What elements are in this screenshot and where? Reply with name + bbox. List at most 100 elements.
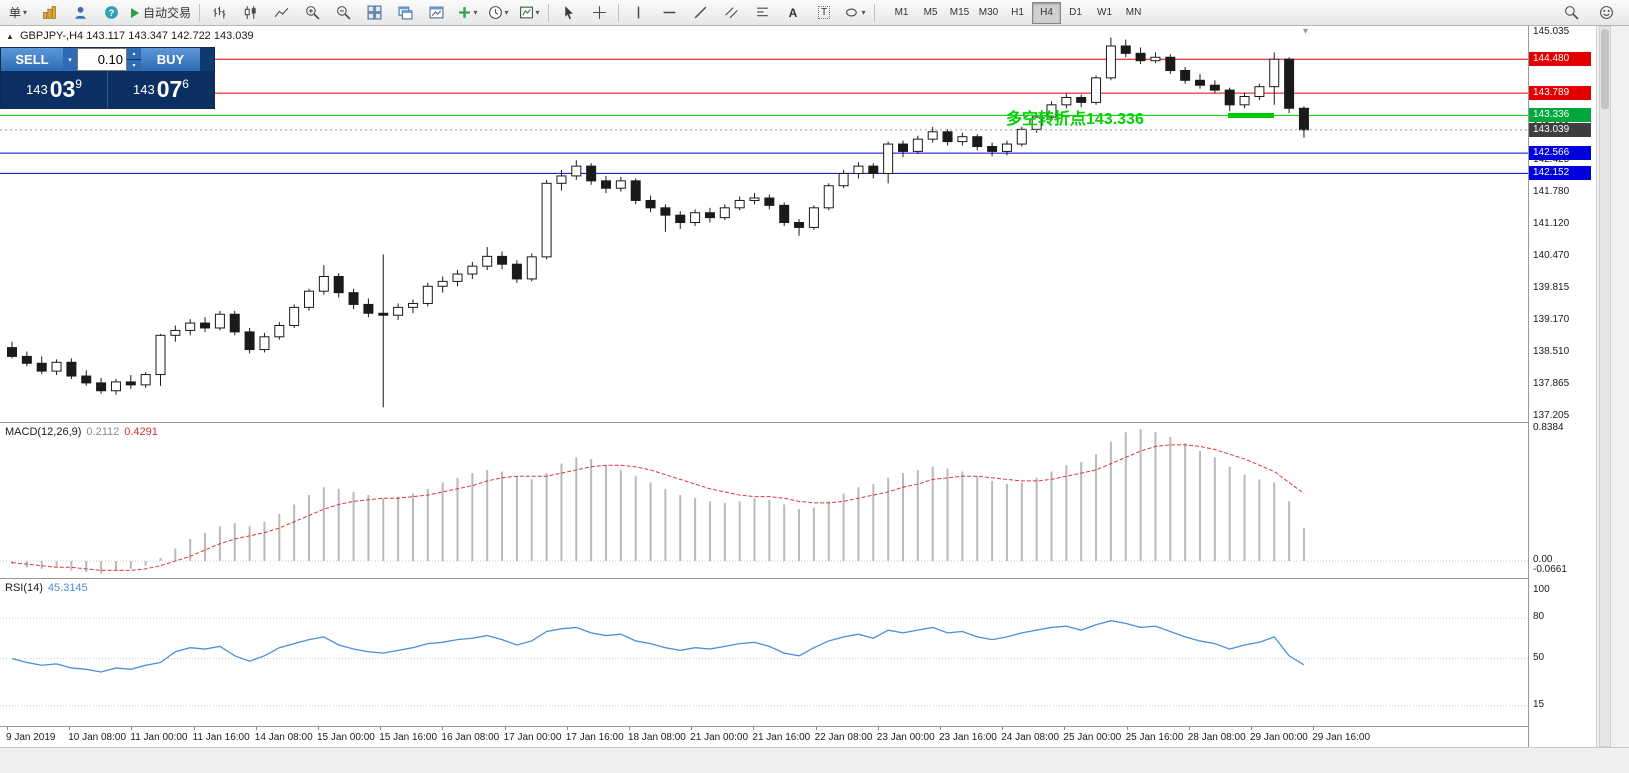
price-tick: 140.470: [1533, 249, 1570, 261]
buy-price-display[interactable]: 143 07 6: [107, 71, 214, 108]
text-tool-button[interactable]: A: [778, 1, 808, 25]
candlestick-chart-type-button[interactable]: [235, 1, 265, 25]
cascade-windows-button[interactable]: [390, 1, 420, 25]
profile-icon: [74, 6, 86, 19]
price-axis[interactable]: 145.035144.390143.745143.100142.425141.7…: [1528, 26, 1596, 747]
trade-panel-toggle[interactable]: ▲: [6, 32, 14, 41]
charts-button[interactable]: [34, 1, 64, 25]
timeframe-MN[interactable]: MN: [1125, 7, 1142, 18]
timeframe-W1[interactable]: W1: [1097, 7, 1113, 18]
bar-chart-type-button[interactable]: [204, 1, 234, 25]
volume-down-button[interactable]: ▾: [127, 60, 141, 71]
buy-price-sup: 6: [182, 76, 189, 91]
candlestick-chart-type-icon: [244, 6, 256, 19]
timeframe-M15[interactable]: M15: [949, 7, 970, 18]
smiley-icon: [1599, 6, 1613, 19]
timeframe-M5[interactable]: M5: [923, 7, 938, 18]
rsi-canvas[interactable]: [0, 579, 1528, 726]
sell-price-big: 143: [26, 82, 48, 97]
time-label: 21 Jan 00:00: [690, 732, 749, 743]
buy-button[interactable]: BUY: [141, 48, 200, 71]
price-tick: 141.780: [1533, 185, 1570, 197]
volume-input[interactable]: [77, 48, 127, 71]
zoom-out-button[interactable]: [328, 1, 358, 25]
zoom-in-button[interactable]: [297, 1, 327, 25]
help-icon: ?: [104, 6, 118, 19]
dropdown-caret-icon: ▾: [473, 8, 478, 17]
label-tool-button[interactable]: T: [809, 1, 839, 25]
time-label: 15 Jan 16:00: [379, 732, 438, 743]
price-tick: 137.205: [1533, 410, 1570, 421]
time-axis[interactable]: 9 Jan 2019 10 Jan 08:00 11 Jan 00:00 11 Jan…: [0, 726, 1596, 747]
templates-button[interactable]: ▾: [514, 1, 544, 25]
dropdown-caret-icon: ▾: [23, 8, 28, 17]
toolbar-separator: [874, 3, 876, 22]
timeframe-H4[interactable]: H4: [1032, 1, 1062, 24]
tile-windows-icon: [367, 5, 381, 20]
search-button[interactable]: [1556, 1, 1586, 25]
macd-canvas[interactable]: [0, 423, 1528, 578]
chart-annotation[interactable]: 多空转折点143.336: [1006, 111, 1144, 128]
text-icon: A: [788, 5, 798, 20]
price-tick: 145.035: [1533, 26, 1570, 37]
periods-button[interactable]: ▾: [483, 1, 513, 25]
tile-windows-button[interactable]: [359, 1, 389, 25]
time-label: 28 Jan 08:00: [1187, 732, 1246, 743]
fibonacci-tool-button[interactable]: [747, 1, 777, 25]
time-label: 24 Jan 08:00: [1001, 732, 1060, 743]
highlight-segment[interactable]: [1228, 113, 1274, 118]
dropdown-caret-icon: ▾: [861, 8, 866, 17]
price-chart-canvas[interactable]: [0, 26, 1528, 422]
arrange-windows-button[interactable]: [421, 1, 451, 25]
macd-name: MACD(12,26,9): [5, 426, 82, 438]
help-button[interactable]: ?: [96, 1, 126, 25]
shapes-tool-button[interactable]: ▾: [840, 1, 870, 25]
chart-icon: [42, 6, 56, 19]
order-type-dropdown[interactable]: ▾: [63, 48, 77, 71]
current-price-badge: 143.039: [1529, 122, 1591, 137]
scrollbar-thumb[interactable]: [1601, 29, 1609, 109]
indicators-button[interactable]: ▾: [452, 1, 482, 25]
price-level-badge: 143.789: [1529, 86, 1591, 101]
new-order-button[interactable]: 单 ▾: [3, 1, 33, 25]
channel-icon: [724, 7, 738, 19]
price-level-badge: 143.336: [1529, 108, 1591, 123]
timeframe-D1[interactable]: D1: [1069, 7, 1082, 18]
rsi-axis-label: 15: [1533, 698, 1545, 710]
vertical-line-tool-button[interactable]: [623, 1, 653, 25]
symbol-ohlc-text: GBPJPY-,H4 143.117 143.347 142.722 143.0…: [19, 30, 254, 42]
sell-button[interactable]: SELL: [1, 48, 63, 71]
toolbar-separator: [199, 3, 201, 22]
timeframe-M1[interactable]: M1: [894, 7, 909, 18]
time-label: 17 Jan 00:00: [503, 732, 562, 743]
line-chart-type-icon: [274, 7, 288, 18]
line-chart-type-button[interactable]: [266, 1, 296, 25]
svg-text:?: ?: [108, 8, 114, 19]
rsi-axis-label: 50: [1533, 651, 1545, 663]
autotrade-button[interactable]: 自动交易: [127, 1, 195, 25]
trendline-tool-button[interactable]: [685, 1, 715, 25]
dropdown-caret-icon: ▾: [535, 8, 540, 17]
timeframe-H1[interactable]: H1: [1011, 7, 1024, 18]
macd-axis-label: 0.8384: [1533, 422, 1564, 434]
horizontal-line-tool-button[interactable]: [654, 1, 684, 25]
vertical-scrollbar[interactable]: [1599, 26, 1611, 747]
time-label: 25 Jan 16:00: [1125, 732, 1184, 743]
channel-tool-button[interactable]: [716, 1, 746, 25]
autotrade-label: 自动交易: [143, 6, 192, 20]
toolbar-right-group: [1556, 1, 1626, 25]
periods-clock-icon: [488, 6, 502, 19]
rsi-line: [11, 620, 1305, 673]
timeframe-M30[interactable]: M30: [978, 7, 999, 18]
macd-axis-label: 0.00: [1533, 554, 1553, 565]
fibonacci-icon: [756, 7, 768, 17]
candlestick-series: [7, 37, 1309, 408]
sell-price-display[interactable]: 143 03 9: [1, 71, 107, 108]
horizontal-line-icon: [663, 11, 675, 14]
volume-up-button[interactable]: ▴: [127, 48, 141, 60]
profile-button[interactable]: [65, 1, 95, 25]
cursor-button[interactable]: [553, 1, 583, 25]
crosshair-button[interactable]: [584, 1, 614, 25]
community-button[interactable]: [1591, 1, 1621, 25]
sell-price-sup: 9: [75, 76, 82, 91]
